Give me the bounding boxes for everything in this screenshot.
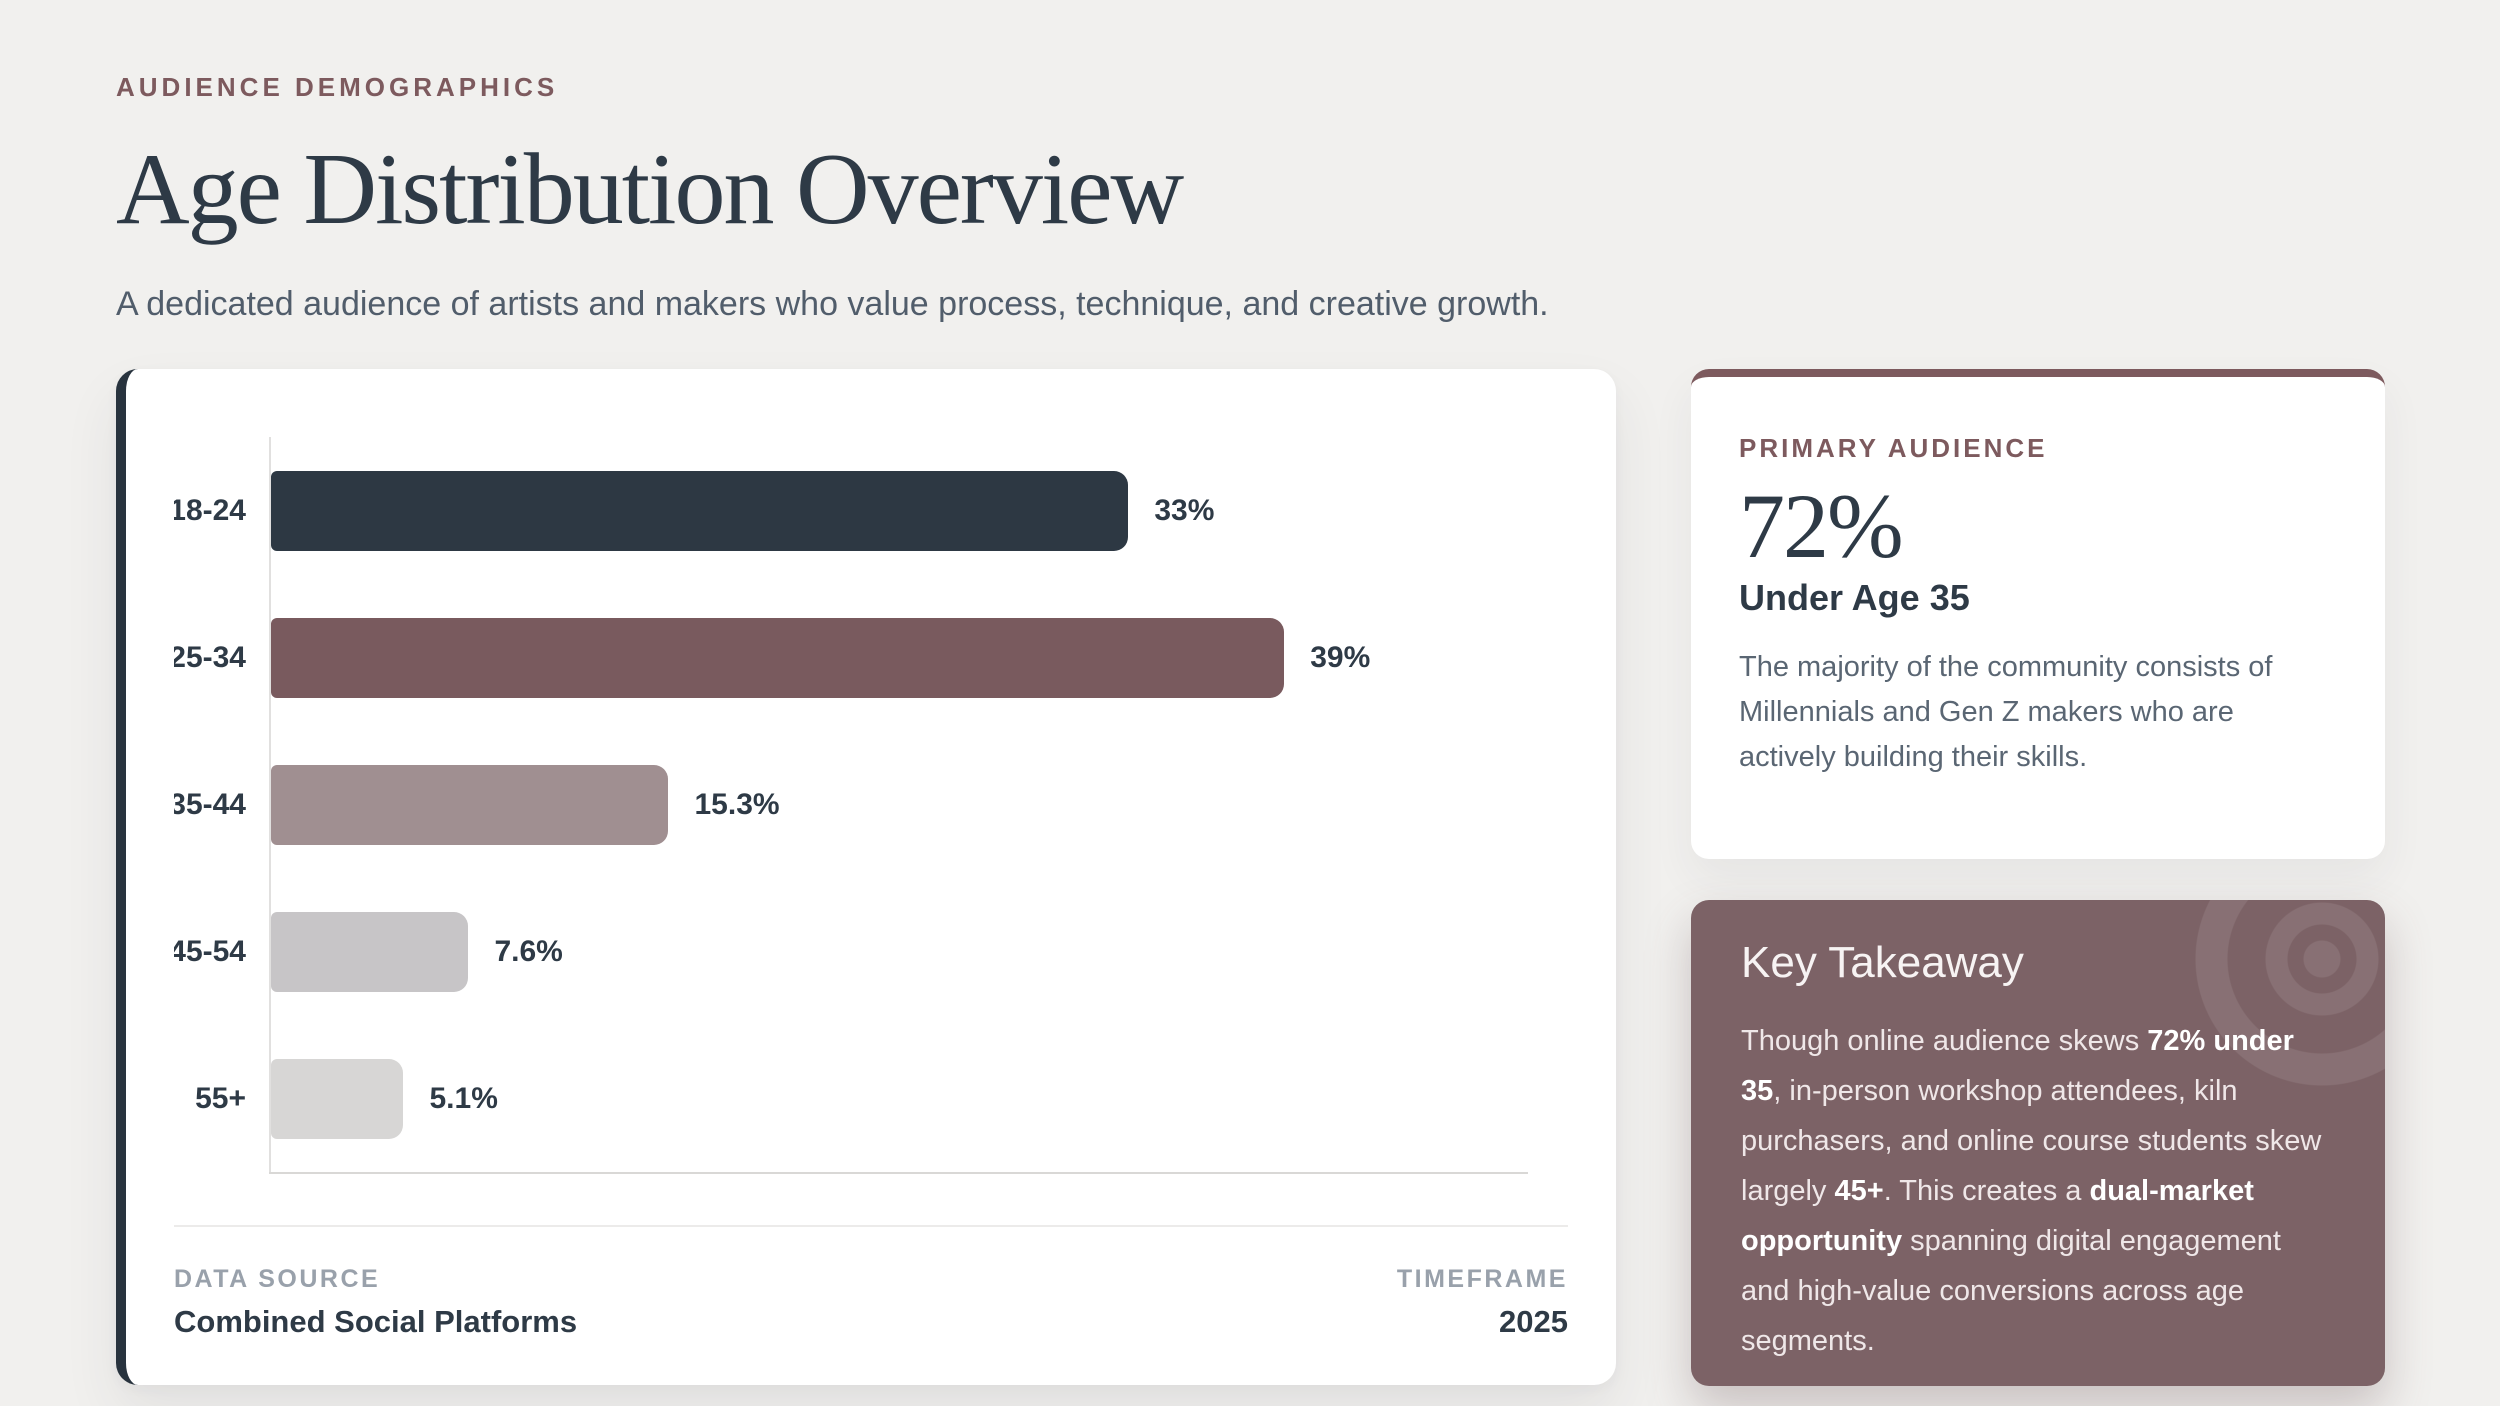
primary-audience-card: PRIMARY AUDIENCE 72% Under Age 35 The ma… — [1691, 369, 2385, 859]
page-header: AUDIENCE DEMOGRAPHICS Age Distribution O… — [116, 72, 2384, 321]
chart-row: 55+ 5.1% — [174, 1025, 1568, 1172]
data-source-value: Combined Social Platforms — [174, 1304, 578, 1339]
chart-row: 18-24 33% — [174, 437, 1568, 584]
takeaway-text: spanning digital engagement and high-val… — [1741, 1225, 2281, 1357]
sidebar-cards: PRIMARY AUDIENCE 72% Under Age 35 The ma… — [1691, 369, 2385, 1386]
bar-track: 39% — [269, 584, 1568, 731]
y-axis-label: 18-24 — [174, 493, 246, 527]
bar-track: 5.1% — [269, 1025, 1568, 1172]
bar-value-label: 33% — [1154, 493, 1215, 527]
chart-footer: DATA SOURCE Combined Social Platforms TI… — [174, 1265, 1568, 1340]
bar-track: 33% — [269, 437, 1568, 584]
takeaway-bold-text: 45+ — [1834, 1175, 1884, 1207]
bar — [271, 1058, 404, 1139]
bar-value-label: 5.1% — [429, 1081, 498, 1115]
bar — [271, 617, 1285, 698]
y-axis-label: 25-34 — [174, 640, 246, 674]
chart-row: 35-44 15.3% — [174, 731, 1568, 878]
bar — [271, 470, 1129, 551]
bar-value-label: 7.6% — [494, 934, 563, 968]
bar — [271, 911, 469, 992]
chart-footer-divider — [174, 1225, 1568, 1227]
key-takeaway-title: Key Takeaway — [1741, 938, 2024, 987]
page-subtitle: A dedicated audience of artists and make… — [116, 285, 1549, 323]
takeaway-bold-text: dual-market opportunity — [1741, 1175, 2254, 1257]
bar-track: 15.3% — [269, 731, 1568, 878]
bar-value-label: 15.3% — [694, 787, 780, 821]
page-title: Age Distribution Overview — [116, 133, 1184, 246]
timeframe-value: 2025 — [1499, 1304, 1568, 1339]
section-eyebrow: AUDIENCE DEMOGRAPHICS — [116, 72, 559, 102]
content-grid: 18-24 33% 25-34 39% 35-44 15.3% 45-54 7.6% 55+ 5.… — [116, 369, 2385, 1386]
y-axis-label: 55+ — [195, 1081, 246, 1115]
bar-value-label: 39% — [1310, 640, 1371, 674]
primary-audience-stat: 72% — [1739, 475, 1904, 577]
timeframe-stack: TIMEFRAME 2025 — [1397, 1265, 1568, 1340]
key-takeaway-card: Key Takeaway Though online audience skew… — [1691, 900, 2385, 1386]
timeframe-label: TIMEFRAME — [1396, 1265, 1568, 1293]
primary-audience-description: The majority of the community consists o… — [1739, 650, 2273, 773]
y-axis-label: 35-44 — [174, 787, 246, 821]
takeaway-text: , in-person workshop attendees, kiln pur… — [1741, 1075, 2322, 1207]
bar — [271, 764, 669, 845]
data-source-stack: DATA SOURCE Combined Social Platforms — [174, 1265, 577, 1340]
bar-track: 7.6% — [269, 878, 1568, 1025]
bar-chart-plot: 18-24 33% 25-34 39% 35-44 15.3% 45-54 7.6% 55+ 5.… — [174, 437, 1568, 1174]
takeaway-text: Though online audience skews — [1741, 1025, 2148, 1057]
key-takeaway-body: Though online audience skews 72% under 3… — [1741, 1016, 2335, 1366]
data-source-label: DATA SOURCE — [174, 1265, 381, 1293]
chart-row: 45-54 7.6% — [174, 878, 1568, 1025]
y-axis-label: 45-54 — [174, 934, 246, 968]
primary-audience-label: PRIMARY AUDIENCE — [1739, 433, 2048, 463]
primary-audience-stat-caption: Under Age 35 — [1739, 576, 1970, 618]
chart-row: 25-34 39% — [174, 584, 1568, 731]
age-distribution-chart-card: 18-24 33% 25-34 39% 35-44 15.3% 45-54 7.6% 55+ 5.… — [116, 369, 1616, 1385]
takeaway-bold-text: 72% under 35 — [1741, 1025, 2294, 1107]
takeaway-text: . This creates a — [1883, 1175, 2090, 1207]
